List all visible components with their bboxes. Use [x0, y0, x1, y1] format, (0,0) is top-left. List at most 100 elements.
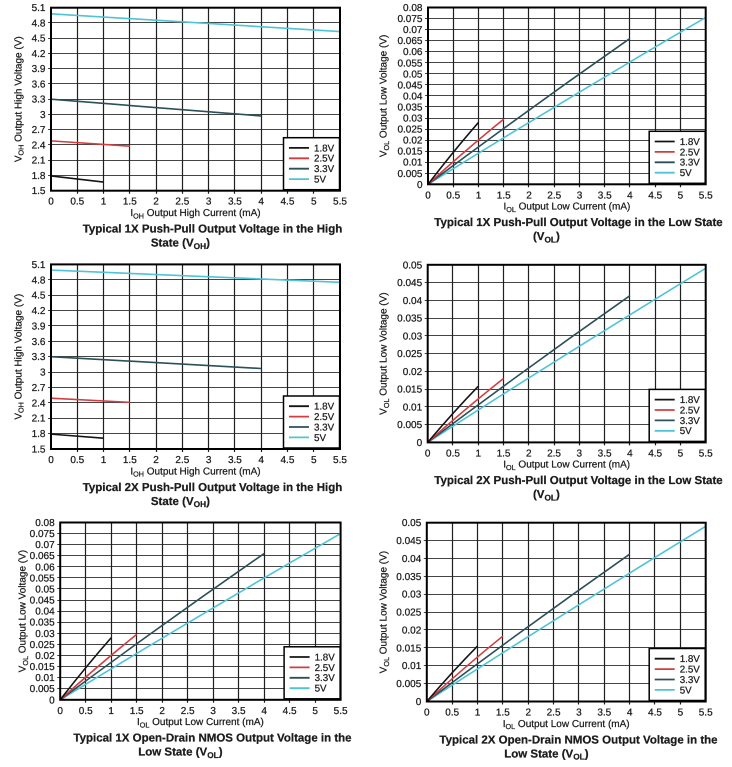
svg-text:2.5V: 2.5V — [314, 412, 335, 423]
svg-text:3.5: 3.5 — [228, 455, 242, 466]
svg-text:1.5: 1.5 — [130, 706, 144, 717]
svg-text:5V: 5V — [315, 684, 327, 695]
svg-text:1.5: 1.5 — [497, 190, 511, 201]
svg-text:Typical 1X Push-Pull Output Vo: Typical 1X Push-Pull Output Voltage in t… — [83, 224, 343, 236]
svg-text:0.055: 0.055 — [397, 58, 422, 69]
svg-text:0.005: 0.005 — [396, 679, 421, 690]
svg-text:0: 0 — [57, 706, 63, 717]
svg-text:4.8: 4.8 — [32, 18, 46, 29]
svg-text:1: 1 — [475, 708, 481, 719]
svg-text:1: 1 — [108, 706, 114, 717]
svg-text:1: 1 — [476, 190, 482, 201]
svg-text:4: 4 — [627, 448, 633, 459]
svg-text:2.5V: 2.5V — [680, 405, 701, 416]
svg-text:1.8V: 1.8V — [680, 654, 701, 665]
svg-text:0.06: 0.06 — [35, 562, 55, 573]
svg-text:0.05: 0.05 — [403, 260, 423, 271]
svg-text:4.5: 4.5 — [283, 706, 297, 717]
svg-text:1: 1 — [475, 448, 481, 459]
svg-text:3.6: 3.6 — [32, 337, 46, 348]
svg-text:0.04: 0.04 — [35, 607, 55, 618]
svg-text:1.5: 1.5 — [497, 448, 511, 459]
svg-text:IOL Output Low Current (mA): IOL Output Low Current (mA) — [503, 460, 630, 472]
svg-text:1.8: 1.8 — [32, 429, 46, 440]
svg-text:2.4: 2.4 — [32, 398, 46, 409]
svg-text:0.03: 0.03 — [403, 114, 423, 125]
svg-text:0.02: 0.02 — [403, 136, 423, 147]
svg-text:3.3V: 3.3V — [680, 158, 701, 169]
svg-text:3.9: 3.9 — [32, 64, 46, 75]
svg-text:5.5: 5.5 — [699, 190, 713, 201]
svg-text:3.3V: 3.3V — [314, 422, 335, 433]
svg-text:5V: 5V — [680, 685, 692, 696]
svg-text:0.015: 0.015 — [397, 147, 422, 158]
svg-text:0.07: 0.07 — [403, 25, 423, 36]
svg-text:VOL Output Low Voltage (V): VOL Output Low Voltage (V) — [379, 292, 391, 414]
svg-text:0.025: 0.025 — [396, 608, 421, 619]
svg-text:State (VOH): State (VOH) — [151, 238, 210, 251]
svg-text:0.5: 0.5 — [445, 708, 459, 719]
svg-text:0.03: 0.03 — [402, 590, 422, 601]
svg-text:0: 0 — [417, 438, 423, 449]
svg-text:5.5: 5.5 — [334, 706, 348, 717]
svg-text:5V: 5V — [680, 168, 692, 179]
svg-text:0: 0 — [425, 190, 431, 201]
svg-text:0.035: 0.035 — [396, 572, 421, 583]
svg-text:3.3V: 3.3V — [680, 675, 701, 686]
svg-text:4: 4 — [258, 197, 264, 208]
svg-text:5V: 5V — [314, 175, 326, 186]
svg-text:0.5: 0.5 — [70, 197, 84, 208]
svg-text:(VOL): (VOL) — [533, 489, 560, 502]
svg-text:0.05: 0.05 — [35, 584, 55, 595]
svg-text:0.045: 0.045 — [396, 536, 421, 547]
svg-text:0.015: 0.015 — [30, 662, 55, 673]
svg-text:0.04: 0.04 — [402, 554, 422, 565]
svg-text:0: 0 — [48, 455, 54, 466]
svg-text:4.2: 4.2 — [32, 49, 46, 60]
svg-text:2.5: 2.5 — [181, 706, 195, 717]
svg-text:5V: 5V — [680, 426, 692, 437]
svg-text:0: 0 — [425, 448, 431, 459]
svg-text:4.2: 4.2 — [32, 306, 46, 317]
svg-text:IOL Output Low Current (mA): IOL Output Low Current (mA) — [137, 717, 264, 729]
svg-text:(VOL): (VOL) — [533, 231, 560, 244]
svg-text:0.065: 0.065 — [397, 36, 422, 47]
svg-text:5.1: 5.1 — [32, 3, 46, 14]
svg-text:0.02: 0.02 — [403, 367, 423, 378]
svg-text:3: 3 — [576, 708, 582, 719]
svg-text:5: 5 — [678, 708, 684, 719]
svg-text:0.005: 0.005 — [397, 420, 422, 431]
svg-text:2.5: 2.5 — [175, 455, 189, 466]
svg-text:VOH Output High Voltage (V): VOH Output High Voltage (V) — [13, 36, 25, 162]
svg-text:2: 2 — [525, 708, 531, 719]
svg-text:0.045: 0.045 — [397, 278, 422, 289]
svg-text:VOL Output Low Voltage (V): VOL Output Low Voltage (V) — [379, 35, 391, 157]
svg-text:5: 5 — [311, 455, 317, 466]
svg-text:5.5: 5.5 — [333, 197, 347, 208]
svg-text:5: 5 — [311, 197, 317, 208]
svg-text:3: 3 — [206, 455, 212, 466]
svg-text:5: 5 — [678, 448, 684, 459]
svg-text:0: 0 — [49, 695, 55, 706]
svg-text:0.08: 0.08 — [403, 3, 423, 14]
svg-text:4: 4 — [627, 708, 633, 719]
svg-text:1: 1 — [101, 197, 107, 208]
svg-text:4.5: 4.5 — [280, 197, 294, 208]
svg-text:VOL Output Low Voltage (V): VOL Output Low Voltage (V) — [18, 550, 30, 672]
svg-text:3.5: 3.5 — [598, 190, 612, 201]
svg-text:3.5: 3.5 — [597, 708, 611, 719]
svg-text:3.3V: 3.3V — [314, 164, 335, 175]
svg-text:5: 5 — [312, 706, 318, 717]
svg-text:0.075: 0.075 — [30, 529, 55, 540]
svg-text:2: 2 — [153, 197, 159, 208]
svg-text:2: 2 — [526, 190, 532, 201]
svg-text:3.3V: 3.3V — [680, 416, 701, 427]
svg-text:IOH Output High Current (mA): IOH Output High Current (mA) — [130, 466, 260, 478]
svg-text:1.8V: 1.8V — [315, 652, 336, 663]
svg-text:0.02: 0.02 — [402, 625, 422, 636]
svg-text:2: 2 — [159, 706, 165, 717]
svg-text:0.01: 0.01 — [403, 402, 423, 413]
svg-text:0.045: 0.045 — [397, 80, 422, 91]
svg-text:Typical 1X Push-Pull Output Vo: Typical 1X Push-Pull Output Voltage in t… — [434, 217, 722, 229]
svg-text:3: 3 — [210, 706, 216, 717]
